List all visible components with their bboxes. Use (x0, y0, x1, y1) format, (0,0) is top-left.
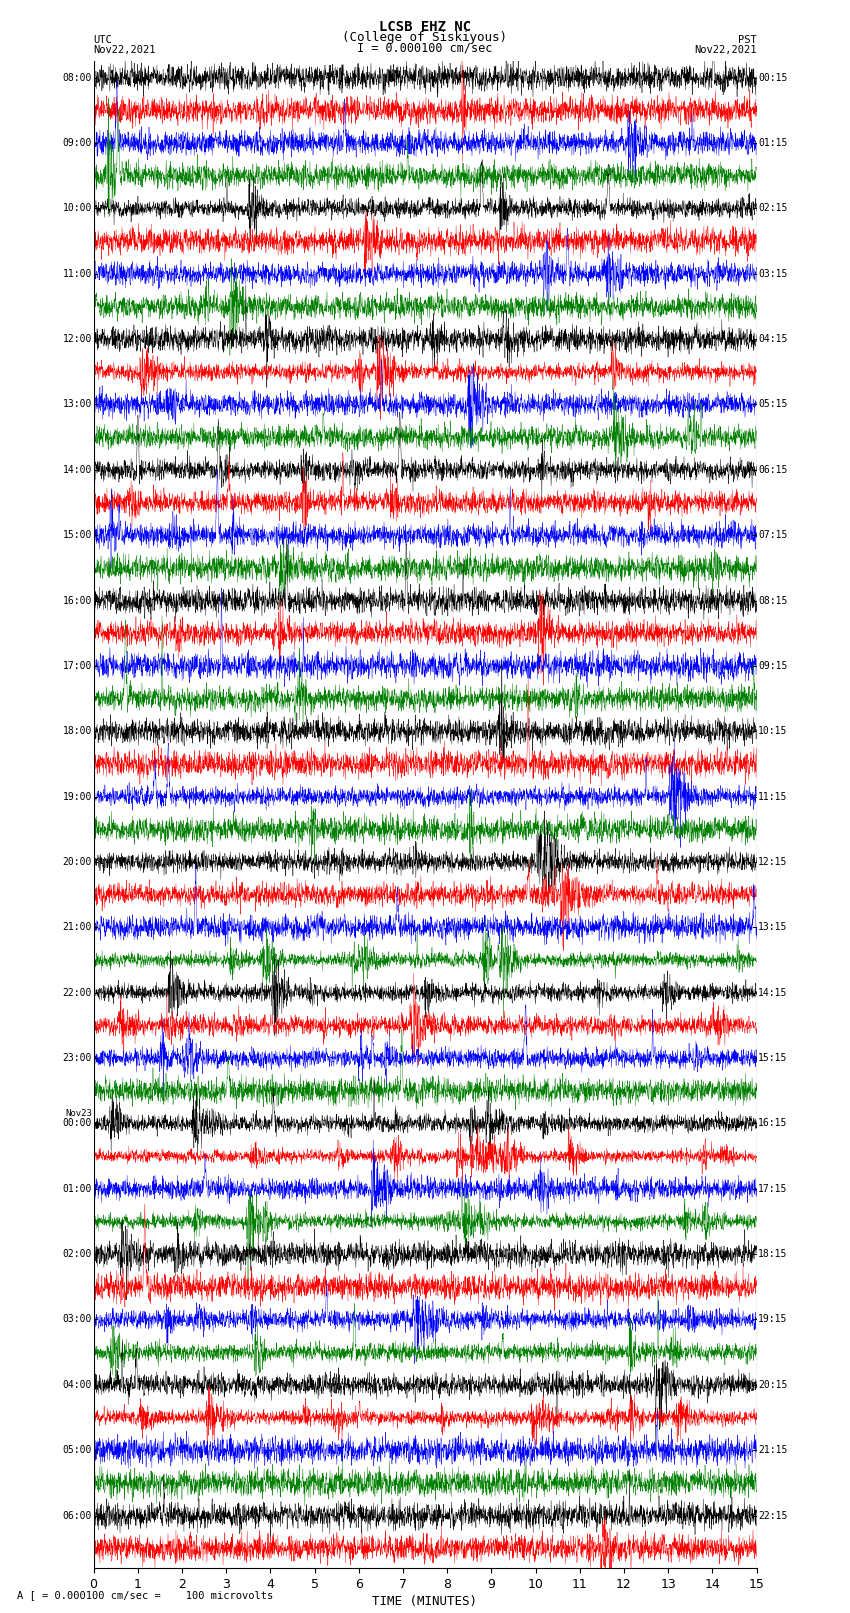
Text: 02:15: 02:15 (758, 203, 788, 213)
Text: 00:00: 00:00 (62, 1118, 92, 1129)
Text: 08:15: 08:15 (758, 595, 788, 605)
Text: 02:00: 02:00 (62, 1248, 92, 1260)
Text: 04:15: 04:15 (758, 334, 788, 344)
Text: 06:15: 06:15 (758, 465, 788, 474)
Text: 11:15: 11:15 (758, 792, 788, 802)
Text: 08:00: 08:00 (62, 73, 92, 82)
Text: 15:15: 15:15 (758, 1053, 788, 1063)
Text: 22:00: 22:00 (62, 987, 92, 998)
Text: 01:15: 01:15 (758, 139, 788, 148)
X-axis label: TIME (MINUTES): TIME (MINUTES) (372, 1595, 478, 1608)
Text: 10:15: 10:15 (758, 726, 788, 736)
Text: I = 0.000100 cm/sec: I = 0.000100 cm/sec (357, 42, 493, 55)
Text: 22:15: 22:15 (758, 1510, 788, 1521)
Text: Nov22,2021: Nov22,2021 (694, 45, 756, 55)
Text: UTC: UTC (94, 35, 112, 45)
Text: 14:15: 14:15 (758, 987, 788, 998)
Text: 11:00: 11:00 (62, 269, 92, 279)
Text: 06:00: 06:00 (62, 1510, 92, 1521)
Text: PST: PST (738, 35, 756, 45)
Text: 17:15: 17:15 (758, 1184, 788, 1194)
Text: 01:00: 01:00 (62, 1184, 92, 1194)
Text: LCSB EHZ NC: LCSB EHZ NC (379, 19, 471, 34)
Text: Nov22,2021: Nov22,2021 (94, 45, 156, 55)
Text: 23:00: 23:00 (62, 1053, 92, 1063)
Text: 07:15: 07:15 (758, 531, 788, 540)
Text: 03:00: 03:00 (62, 1315, 92, 1324)
Text: 14:00: 14:00 (62, 465, 92, 474)
Text: 12:00: 12:00 (62, 334, 92, 344)
Text: 16:15: 16:15 (758, 1118, 788, 1129)
Text: 18:15: 18:15 (758, 1248, 788, 1260)
Text: 20:15: 20:15 (758, 1379, 788, 1390)
Text: 20:00: 20:00 (62, 857, 92, 866)
Text: 16:00: 16:00 (62, 595, 92, 605)
Text: 17:00: 17:00 (62, 661, 92, 671)
Text: 21:00: 21:00 (62, 923, 92, 932)
Text: 05:15: 05:15 (758, 400, 788, 410)
Text: 13:00: 13:00 (62, 400, 92, 410)
Text: 04:00: 04:00 (62, 1379, 92, 1390)
Text: 09:00: 09:00 (62, 139, 92, 148)
Text: 03:15: 03:15 (758, 269, 788, 279)
Text: 05:00: 05:00 (62, 1445, 92, 1455)
Text: 21:15: 21:15 (758, 1445, 788, 1455)
Text: 00:15: 00:15 (758, 73, 788, 82)
Text: A [ = 0.000100 cm/sec =    100 microvolts: A [ = 0.000100 cm/sec = 100 microvolts (17, 1590, 273, 1600)
Text: 18:00: 18:00 (62, 726, 92, 736)
Text: 19:00: 19:00 (62, 792, 92, 802)
Text: 15:00: 15:00 (62, 531, 92, 540)
Text: 10:00: 10:00 (62, 203, 92, 213)
Text: 19:15: 19:15 (758, 1315, 788, 1324)
Text: 12:15: 12:15 (758, 857, 788, 866)
Text: (College of Siskiyous): (College of Siskiyous) (343, 31, 507, 44)
Text: 13:15: 13:15 (758, 923, 788, 932)
Text: Nov23: Nov23 (65, 1110, 92, 1118)
Text: 09:15: 09:15 (758, 661, 788, 671)
